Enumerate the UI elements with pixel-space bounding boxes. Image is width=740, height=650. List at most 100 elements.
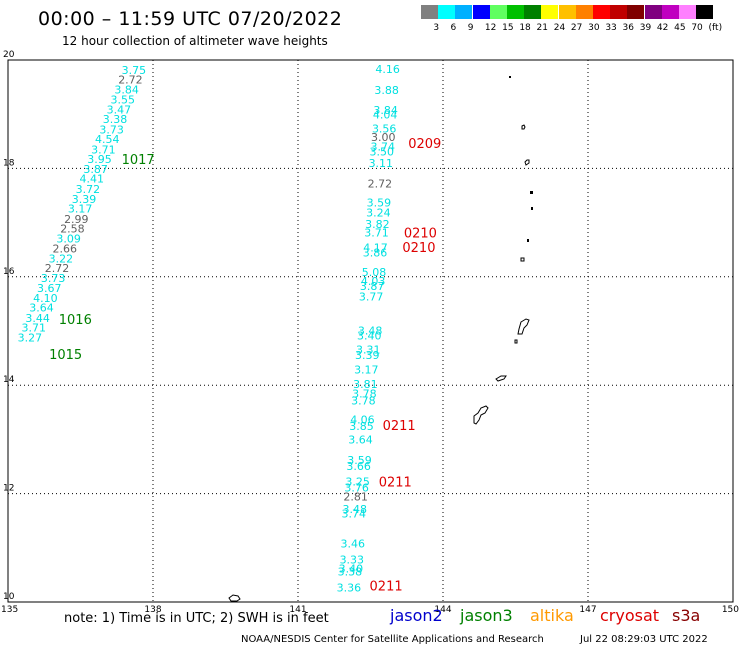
island-outline bbox=[527, 239, 529, 242]
wave-height-value: 3.77 bbox=[359, 290, 384, 303]
wave-height-value: 3.40 bbox=[339, 562, 364, 575]
color-scale-swatch bbox=[421, 5, 438, 19]
wave-height-value: 3.71 bbox=[22, 322, 47, 335]
wave-height-value: 3.75 bbox=[122, 64, 147, 77]
wave-height-value: 3.84 bbox=[114, 83, 139, 96]
wave-height-value: 3.81 bbox=[353, 378, 378, 391]
wave-height-marks: 3.752.723.843.553.473.383.734.543.713.95… bbox=[18, 63, 442, 595]
wave-height-value: 3.59 bbox=[347, 454, 372, 467]
color-scale-swatch bbox=[558, 5, 576, 19]
pass-time-label: 0209 bbox=[408, 137, 441, 152]
map-frame bbox=[7, 59, 734, 603]
satellite-legend-cryosat: cryosat bbox=[600, 606, 660, 625]
wave-height-value: 3.78 bbox=[352, 387, 377, 400]
wave-height-value: 3.71 bbox=[91, 143, 116, 156]
satellite-legend-s3a: s3a bbox=[672, 606, 701, 625]
wave-height-value: 3.88 bbox=[374, 84, 399, 97]
color-scale-swatch bbox=[661, 5, 679, 19]
wave-height-value: 4.04 bbox=[373, 109, 398, 122]
wave-height-value: 3.71 bbox=[364, 226, 389, 239]
footer-note: note: 1) Time is in UTC; 2) SWH is in fe… bbox=[64, 611, 329, 626]
color-scale-label: 30 bbox=[588, 23, 600, 33]
wave-height-value: 3.00 bbox=[371, 131, 396, 144]
color-scale-label: 33 bbox=[605, 23, 617, 33]
color-scale-swatch bbox=[644, 5, 662, 19]
wave-height-value: 3.38 bbox=[338, 566, 363, 579]
wave-height-value: 3.48 bbox=[358, 324, 383, 337]
wave-height-value: 3.72 bbox=[76, 183, 101, 196]
color-scale-swatch bbox=[507, 5, 524, 19]
color-scale-swatch bbox=[524, 5, 542, 19]
color-scale-swatch bbox=[696, 5, 714, 19]
island-outline bbox=[509, 76, 511, 78]
wave-height-value: 3.73 bbox=[41, 272, 66, 285]
island-outline bbox=[517, 318, 530, 335]
color-scale-label: (ft) bbox=[708, 23, 723, 33]
wave-height-value: 3.47 bbox=[107, 103, 132, 116]
wave-height-value: 2.81 bbox=[343, 490, 368, 503]
wave-height-value: 4.10 bbox=[33, 292, 58, 305]
footer-timestamp: Jul 22 08:29:03 UTC 2022 bbox=[580, 634, 708, 645]
wave-height-value: 3.44 bbox=[25, 312, 50, 325]
wave-height-value: 3.66 bbox=[346, 460, 371, 473]
color-scale-swatch bbox=[541, 5, 559, 19]
color-scale-label: 3 bbox=[433, 23, 440, 33]
color-scale-label: 15 bbox=[502, 23, 514, 33]
wave-height-value: 3.85 bbox=[349, 420, 374, 433]
color-scale-label: 45 bbox=[674, 23, 686, 33]
wave-height-value: 3.39 bbox=[355, 349, 380, 362]
pass-time-label: 1017 bbox=[122, 153, 155, 168]
wave-height-value: 2.66 bbox=[52, 243, 77, 256]
color-scale-swatch bbox=[438, 5, 456, 19]
island-outline bbox=[495, 375, 507, 382]
wave-height-value: 3.67 bbox=[37, 282, 62, 295]
satellite-legend-jason2: jason2 bbox=[390, 606, 443, 625]
color-scale-label: 18 bbox=[519, 23, 531, 33]
wave-height-value: 3.64 bbox=[29, 302, 54, 315]
pass-time-label: 0210 bbox=[404, 226, 437, 241]
wave-height-value: 4.06 bbox=[350, 413, 375, 426]
latitude-tick-label: 20 bbox=[3, 50, 15, 60]
color-scale-label: 42 bbox=[656, 23, 669, 33]
island-outline bbox=[473, 405, 489, 425]
wave-height-value: 3.86 bbox=[363, 246, 388, 259]
color-scale-label: 39 bbox=[639, 23, 652, 33]
pass-time-label: 0211 bbox=[383, 419, 416, 434]
wave-height-value: 3.73 bbox=[99, 123, 124, 136]
wave-height-value: 3.09 bbox=[56, 232, 80, 245]
color-scale-label: 36 bbox=[622, 23, 634, 33]
wave-height-value: 3.17 bbox=[68, 203, 93, 216]
island-outline bbox=[521, 124, 526, 130]
pass-time-label: 0210 bbox=[402, 241, 435, 256]
pass-time-label: 1015 bbox=[49, 348, 82, 363]
color-scale-label: 27 bbox=[570, 23, 583, 33]
color-scale-swatch bbox=[455, 5, 473, 19]
satellite-legend-altika: altika bbox=[530, 606, 574, 625]
color-scale-label: 70 bbox=[691, 23, 703, 33]
wave-height-value: 2.72 bbox=[118, 74, 143, 87]
color-scale-swatch bbox=[472, 5, 490, 19]
wave-height-value: 3.55 bbox=[110, 94, 135, 107]
pass-time-label: 1016 bbox=[59, 313, 92, 328]
wave-height-value: 3.64 bbox=[348, 433, 373, 446]
latitude-tick-label: 18 bbox=[3, 158, 15, 168]
island-outline bbox=[530, 191, 533, 194]
color-scale-swatch bbox=[593, 5, 610, 19]
island-outline bbox=[531, 207, 533, 210]
wave-height-value: 3.27 bbox=[18, 332, 42, 345]
color-scale-label: 9 bbox=[467, 23, 474, 33]
wave-height-value: 3.33 bbox=[340, 554, 365, 567]
latitude-tick-label: 12 bbox=[3, 484, 14, 494]
wave-height-value: 3.84 bbox=[373, 104, 398, 117]
longitude-tick-label: 141 bbox=[289, 605, 306, 615]
wave-height-value: 2.72 bbox=[368, 178, 393, 191]
wave-height-value: 3.76 bbox=[344, 482, 369, 495]
wave-height-value: 3.22 bbox=[49, 252, 74, 265]
wave-height-value: 3.82 bbox=[365, 218, 390, 231]
wave-height-value: 3.74 bbox=[371, 141, 396, 154]
longitude-tick-label: 147 bbox=[579, 605, 596, 615]
wave-height-value: 3.38 bbox=[103, 113, 128, 126]
wave-height-value: 3.40 bbox=[357, 329, 382, 342]
pass-time-label: 0211 bbox=[370, 580, 403, 595]
